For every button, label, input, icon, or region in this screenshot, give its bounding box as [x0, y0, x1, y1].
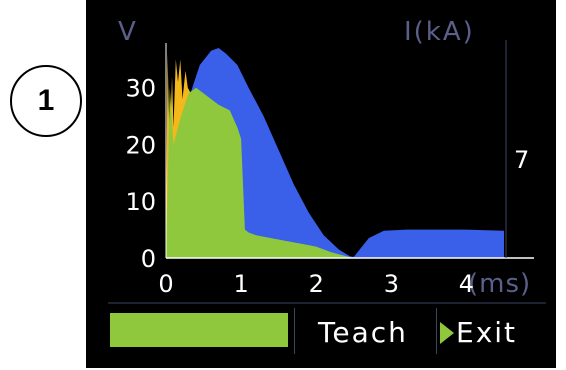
teach-button[interactable]: Teach — [318, 316, 408, 349]
x-unit-label: (ms) — [468, 269, 531, 299]
divider-left — [294, 308, 295, 354]
series-area-1 — [177, 48, 505, 258]
series-area-2 — [166, 87, 354, 258]
y-left-tick-label: 30 — [125, 75, 156, 103]
exit-button[interactable]: Exit — [440, 316, 517, 349]
exit-button-label: Exit — [456, 316, 518, 349]
x-tick-label: 2 — [309, 270, 324, 298]
callout-number: 1 — [37, 84, 55, 117]
y-right-tick-label: 7 — [514, 146, 529, 174]
x-tick-label: 1 — [233, 270, 248, 298]
y-left-axis-label: V — [118, 17, 136, 47]
callout-marker: 1 — [10, 65, 82, 137]
divider-right — [436, 308, 437, 354]
x-tick-label: 3 — [384, 270, 399, 298]
y-left-tick-label: 10 — [125, 188, 156, 216]
y-left-tick-label: 20 — [125, 131, 156, 159]
waveform-chart: V I(kA) (ms) 0 10 20 30 7 0 1 2 3 4 — [108, 17, 546, 304]
y-left-tick-label: 0 — [141, 245, 156, 273]
x-tick-label: 0 — [158, 270, 173, 298]
status-bar[interactable] — [110, 313, 288, 347]
y-right-axis-label: I(kA) — [404, 17, 475, 47]
x-tick-label: 4 — [459, 270, 474, 298]
play-arrow-icon — [440, 321, 454, 344]
device-screen: V I(kA) (ms) 0 10 20 30 7 0 1 2 3 4 Teach Exit — [86, 0, 556, 368]
teach-button-label: Teach — [318, 316, 408, 349]
